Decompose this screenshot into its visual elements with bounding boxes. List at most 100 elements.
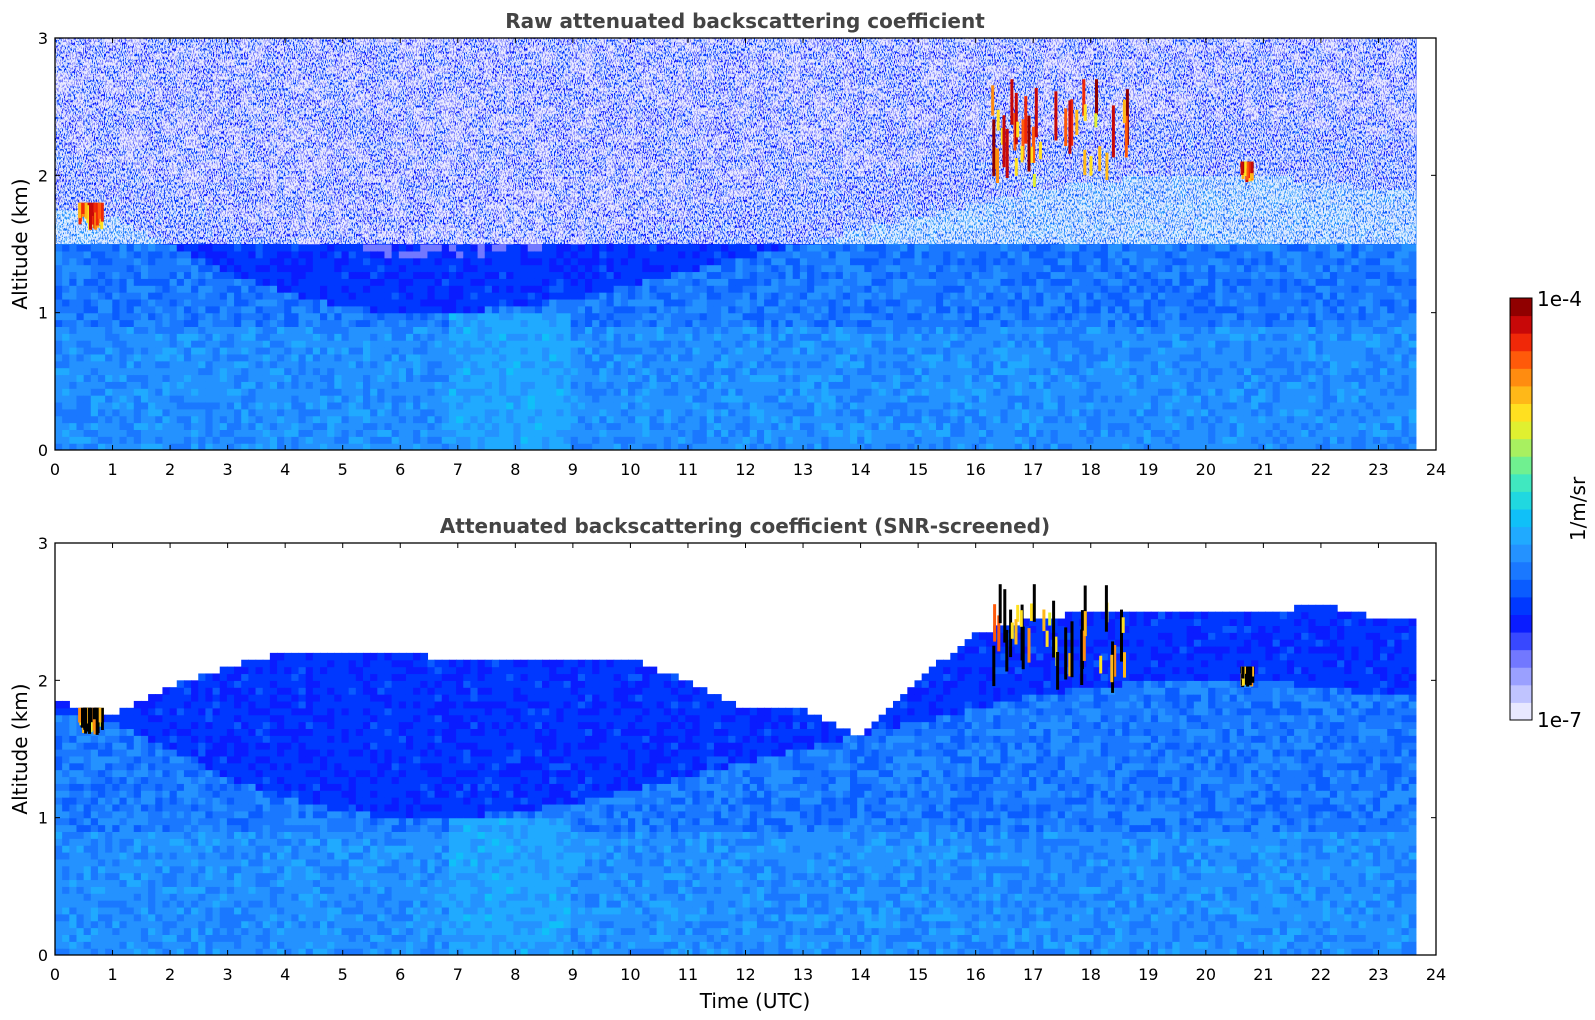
heatmap-cell: [226, 319, 235, 327]
heatmap-cell: [219, 285, 228, 293]
heatmap-cell: [534, 312, 543, 321]
heatmap-cell: [606, 305, 615, 314]
heatmap-cell: [370, 408, 378, 417]
heatmap-cell: [191, 422, 199, 430]
heatmap-cell: [312, 244, 321, 252]
heatmap-cell: [248, 360, 257, 369]
heatmap-cell: [627, 360, 636, 369]
heatmap-cell: [463, 340, 472, 348]
heatmap-cell: [169, 257, 178, 266]
heatmap-cell: [140, 278, 149, 286]
heatmap-cell: [499, 340, 507, 348]
heatmap-cell: [277, 436, 285, 444]
heatmap-cell: [320, 285, 328, 293]
heatmap-cell: [191, 429, 199, 437]
heatmap-cell: [277, 244, 285, 252]
heatmap-cell: [477, 257, 486, 266]
heatmap-cell: [513, 250, 522, 259]
heatmap-cell: [441, 305, 450, 314]
heatmap-cell: [491, 250, 500, 259]
heatmap-cell: [55, 367, 63, 376]
heatmap-cell: [305, 340, 314, 348]
heatmap-cell: [148, 333, 156, 341]
heatmap-cell: [198, 408, 207, 417]
heatmap-cell: [413, 395, 421, 403]
heatmap-cell: [255, 443, 264, 450]
heatmap-cell: [362, 285, 371, 293]
heatmap-cell: [341, 319, 350, 327]
heatmap-cell: [398, 340, 407, 348]
heatmap-cell: [55, 443, 63, 450]
heatmap-cell: [463, 278, 472, 286]
heatmap-cell: [97, 285, 106, 293]
heatmap-cell: [635, 347, 643, 355]
heatmap-cell: [140, 285, 149, 293]
heatmap-cell: [133, 312, 142, 321]
heatmap-cell: [126, 360, 135, 369]
heatmap-cell: [334, 381, 343, 389]
heatmap-cell: [176, 374, 185, 382]
heatmap-cell: [599, 388, 608, 396]
heatmap-cell: [613, 422, 622, 430]
heatmap-cell: [377, 292, 386, 300]
heatmap-cell: [205, 333, 214, 341]
heatmap-cell: [312, 353, 321, 362]
heatmap-cell: [627, 347, 636, 355]
heatmap-cell: [491, 367, 500, 376]
heatmap-cell: [606, 264, 615, 273]
heatmap-cell: [370, 278, 378, 286]
heatmap-cell: [305, 278, 314, 286]
heatmap-cell: [384, 271, 393, 279]
heatmap-cell: [420, 285, 429, 293]
heatmap-cell: [441, 257, 450, 266]
heatmap-cell: [627, 408, 636, 417]
heatmap-cell: [320, 353, 328, 362]
heatmap-cell: [126, 278, 135, 286]
heatmap-cell: [155, 278, 164, 286]
heatmap-cell: [277, 401, 285, 410]
heatmap-cell: [491, 292, 500, 300]
heatmap-cell: [377, 415, 386, 424]
heatmap-cell: [327, 312, 335, 321]
heatmap-cell: [527, 264, 536, 273]
heatmap-cell: [456, 381, 464, 389]
heatmap-cell: [162, 340, 171, 348]
heatmap-cell: [606, 360, 615, 369]
heatmap-cell: [377, 436, 386, 444]
heatmap-cell: [169, 415, 178, 424]
heatmap-cell: [620, 326, 629, 334]
heatmap-cell: [441, 298, 450, 307]
heatmap-cell: [62, 292, 70, 300]
heatmap-cell: [370, 340, 378, 348]
heatmap-cell: [148, 422, 156, 430]
heatmap-cell: [133, 415, 142, 424]
heatmap-cell: [441, 319, 450, 327]
heatmap-cell: [448, 374, 457, 382]
heatmap-cell: [148, 250, 156, 259]
heatmap-cell: [112, 374, 121, 382]
heatmap-cell: [642, 340, 651, 348]
heatmap-cell: [76, 244, 85, 252]
heatmap-cell: [513, 333, 522, 341]
heatmap-cell: [384, 367, 393, 376]
heatmap-cell: [205, 401, 214, 410]
heatmap-cell: [592, 422, 600, 430]
heatmap-cell: [219, 401, 228, 410]
heatmap-cell: [513, 347, 522, 355]
heatmap-cell: [592, 326, 600, 334]
heatmap-cell: [126, 312, 135, 321]
heatmap-cell: [420, 395, 429, 403]
heatmap-cell: [169, 395, 178, 403]
heatmap-cell: [513, 319, 522, 327]
heatmap-cell: [477, 422, 486, 430]
heatmap-cell: [205, 244, 214, 252]
heatmap-cell: [477, 443, 486, 450]
heatmap-cell: [133, 305, 142, 314]
heatmap-cell: [477, 292, 486, 300]
heatmap-cell: [484, 415, 493, 424]
heatmap-cell: [348, 244, 357, 252]
heatmap-cell: [205, 374, 214, 382]
heatmap-cell: [162, 250, 171, 259]
heatmap-cell: [327, 415, 335, 424]
heatmap-cell: [585, 388, 593, 396]
